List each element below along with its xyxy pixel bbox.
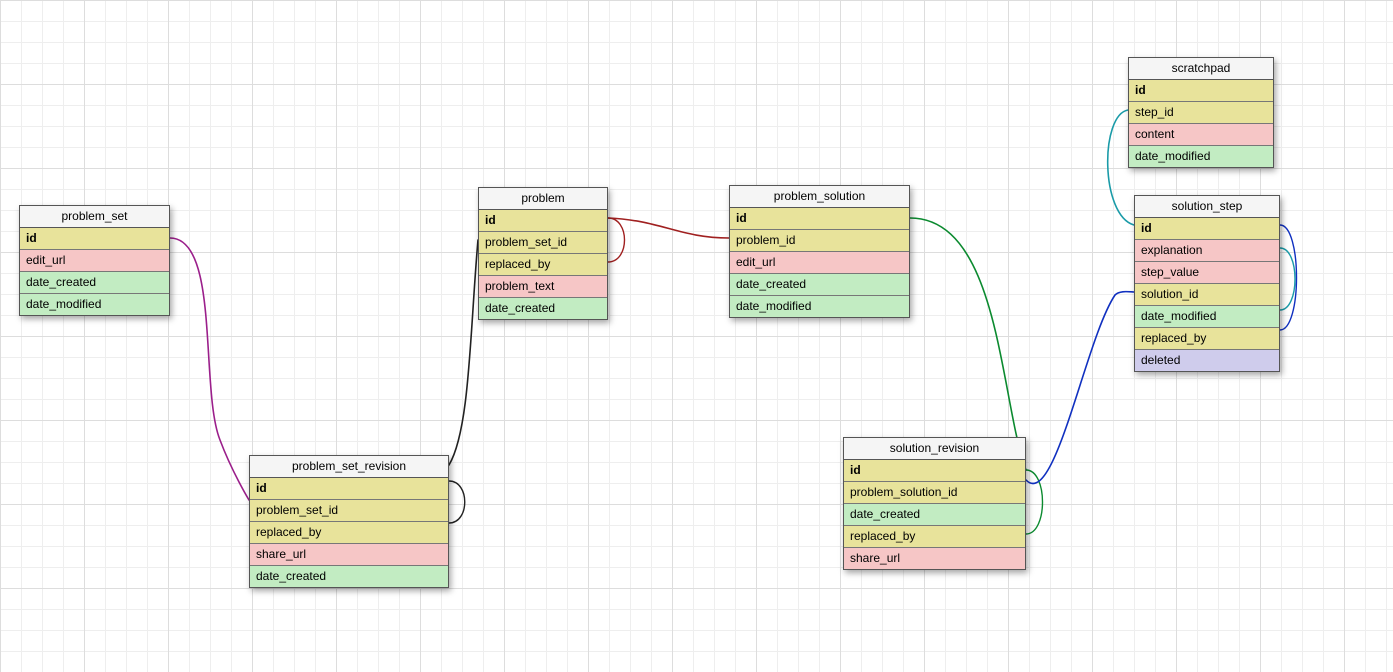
- field-date_created[interactable]: date_created: [20, 272, 169, 294]
- field-id[interactable]: id: [730, 208, 909, 230]
- field-explanation[interactable]: explanation: [1135, 240, 1279, 262]
- entity-title: scratchpad: [1129, 58, 1273, 80]
- field-date_modified[interactable]: date_modified: [730, 296, 909, 317]
- field-share_url[interactable]: share_url: [844, 548, 1025, 569]
- entity-problem[interactable]: problemidproblem_set_idreplaced_byproble…: [478, 187, 608, 320]
- field-id[interactable]: id: [20, 228, 169, 250]
- field-id[interactable]: id: [479, 210, 607, 232]
- field-solution_id[interactable]: solution_id: [1135, 284, 1279, 306]
- field-id[interactable]: id: [250, 478, 448, 500]
- entity-problem_solution[interactable]: problem_solutionidproblem_idedit_urldate…: [729, 185, 910, 318]
- entity-title: problem: [479, 188, 607, 210]
- field-id[interactable]: id: [1135, 218, 1279, 240]
- field-problem_set_id[interactable]: problem_set_id: [479, 232, 607, 254]
- field-edit_url[interactable]: edit_url: [20, 250, 169, 272]
- field-step_id[interactable]: step_id: [1129, 102, 1273, 124]
- field-date_created[interactable]: date_created: [844, 504, 1025, 526]
- entity-title: problem_set_revision: [250, 456, 448, 478]
- field-deleted[interactable]: deleted: [1135, 350, 1279, 371]
- entity-scratchpad[interactable]: scratchpadidstep_idcontentdate_modified: [1128, 57, 1274, 168]
- entity-problem_set_revision[interactable]: problem_set_revisionidproblem_set_idrepl…: [249, 455, 449, 588]
- field-problem_set_id[interactable]: problem_set_id: [250, 500, 448, 522]
- field-problem_id[interactable]: problem_id: [730, 230, 909, 252]
- field-id[interactable]: id: [1129, 80, 1273, 102]
- field-date_modified[interactable]: date_modified: [1129, 146, 1273, 167]
- field-date_created[interactable]: date_created: [479, 298, 607, 319]
- field-replaced_by[interactable]: replaced_by: [844, 526, 1025, 548]
- field-replaced_by[interactable]: replaced_by: [479, 254, 607, 276]
- field-step_value[interactable]: step_value: [1135, 262, 1279, 284]
- entity-title: problem_set: [20, 206, 169, 228]
- entity-solution_revision[interactable]: solution_revisionidproblem_solution_idda…: [843, 437, 1026, 570]
- field-problem_solution_id[interactable]: problem_solution_id: [844, 482, 1025, 504]
- entity-title: solution_step: [1135, 196, 1279, 218]
- field-date_created[interactable]: date_created: [250, 566, 448, 587]
- field-content[interactable]: content: [1129, 124, 1273, 146]
- field-replaced_by[interactable]: replaced_by: [1135, 328, 1279, 350]
- entity-problem_set[interactable]: problem_setidedit_urldate_createddate_mo…: [19, 205, 170, 316]
- field-problem_text[interactable]: problem_text: [479, 276, 607, 298]
- field-edit_url[interactable]: edit_url: [730, 252, 909, 274]
- field-share_url[interactable]: share_url: [250, 544, 448, 566]
- entity-solution_step[interactable]: solution_stepidexplanationstep_valuesolu…: [1134, 195, 1280, 372]
- field-date_modified[interactable]: date_modified: [1135, 306, 1279, 328]
- field-date_modified[interactable]: date_modified: [20, 294, 169, 315]
- field-id[interactable]: id: [844, 460, 1025, 482]
- field-date_created[interactable]: date_created: [730, 274, 909, 296]
- entity-title: problem_solution: [730, 186, 909, 208]
- field-replaced_by[interactable]: replaced_by: [250, 522, 448, 544]
- entity-title: solution_revision: [844, 438, 1025, 460]
